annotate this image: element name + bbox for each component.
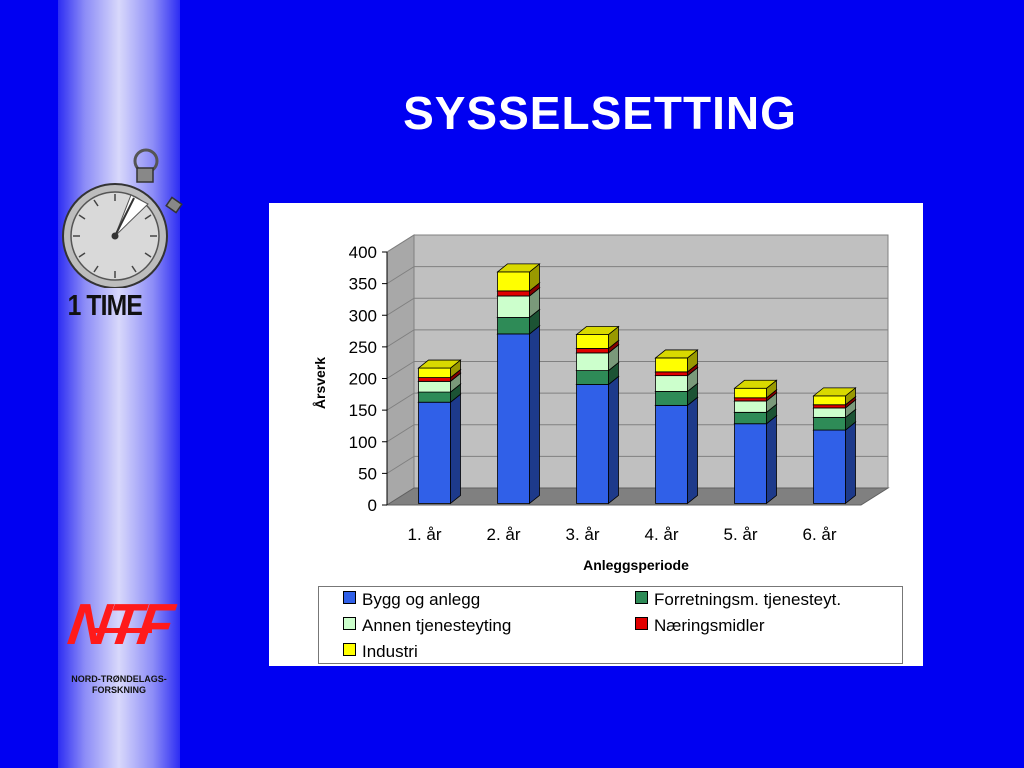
bar-segment-front [813, 416, 846, 431]
legend-label: Forretningsm. tjenesteyt. [654, 590, 842, 609]
legend-swatch [343, 591, 356, 604]
left-decorative-stripe [58, 0, 180, 768]
bar-segment-top [575, 326, 620, 335]
y-tick-label: 200 [349, 370, 377, 389]
bar-segment-side [450, 393, 461, 505]
bar-segment-side [529, 325, 540, 505]
chart-legend: Bygg og anlegg Forretningsm. tjenesteyt. A… [318, 586, 903, 664]
bar-segment-front [655, 375, 688, 392]
x-tick-label: 5. år [723, 525, 757, 544]
bar-segment-front [497, 317, 530, 335]
bar-segment-front [418, 391, 451, 403]
x-tick-label: 4. år [644, 525, 678, 544]
bar-segment-top [812, 387, 857, 397]
bar-segment-top [496, 263, 541, 273]
bar-segment-front [813, 404, 846, 409]
x-tick-label: 3. år [565, 525, 599, 544]
bar-segment-front [655, 371, 688, 377]
bar-segment-top [733, 379, 778, 389]
bar-segment-front [576, 334, 609, 349]
y-tick-label: 100 [349, 433, 377, 452]
x-tick-label: 2. år [486, 525, 520, 544]
gridline-side [386, 392, 415, 411]
legend-label: Næringsmidler [654, 616, 765, 635]
y-axis-title: Årsverk [312, 357, 328, 409]
y-tick-label: 350 [349, 275, 377, 294]
logo-subtitle-line-2: FORSKNING [92, 685, 146, 695]
legend-label: Annen tjenesteyting [362, 616, 512, 635]
gridline-side [386, 424, 415, 443]
y-tick-label: 300 [349, 306, 377, 325]
bar-segment-front [576, 352, 609, 371]
legend-label: Bygg og anlegg [362, 590, 481, 609]
bar-segment-front [655, 357, 688, 373]
x-tick-label: 1. år [407, 525, 441, 544]
legend-swatch [343, 617, 356, 630]
bar-segment-front [418, 380, 451, 393]
bar-segment-side [766, 414, 777, 505]
gridline-side [386, 455, 415, 474]
bar-segment-front [655, 391, 688, 406]
bar-segment-front [813, 429, 846, 504]
legend-swatch [635, 591, 648, 604]
bar-segment-side [687, 396, 698, 505]
bar-segment-side [608, 375, 619, 505]
stopwatch-icon [62, 148, 183, 288]
legend-item: Bygg og anlegg [343, 590, 480, 610]
bar-segment-front [576, 370, 609, 385]
y-tick-label: 400 [349, 243, 377, 262]
bar-segment-front [418, 401, 451, 504]
chart-floor [385, 487, 890, 506]
legend-item: Forretningsm. tjenesteyt. [635, 590, 841, 610]
bar-segment-side [845, 421, 856, 505]
bar-segment-top [417, 359, 462, 369]
y-tick-label: 250 [349, 338, 377, 357]
stacked-bar-chart: 0 50 100 150 200 250 300 350 400 1. år 2. år 3. år 4… [312, 234, 890, 573]
gridline-side [386, 329, 415, 348]
bar-segment-front [576, 348, 609, 354]
gridline-side [386, 361, 415, 379]
bar-segment-front [813, 407, 846, 418]
gridline-side [386, 297, 415, 316]
time-label: 1 TIME [67, 290, 143, 322]
x-tick-label: 6. år [802, 525, 836, 544]
legend-item: Annen tjenesteyting [343, 616, 511, 636]
bar-segment-front [655, 404, 688, 504]
bar-segment-front [734, 397, 767, 402]
ntf-logo: NTF [64, 592, 179, 657]
bar-segment-front [734, 411, 767, 425]
x-axis-title: Anleggsperiode [583, 557, 689, 573]
bar-segment-front [813, 395, 846, 406]
bar-segment-front [418, 367, 451, 378]
bar-segment-front [497, 271, 530, 292]
bar-segment-front [497, 333, 530, 504]
logo-subtitle-line-1: NORD-TRØNDELAGS- [71, 674, 167, 684]
slide-title: SYSSELSETTING [403, 87, 797, 139]
bar-segment-front [576, 384, 609, 504]
y-tick-label: 0 [368, 496, 377, 515]
bar-segment-front [734, 400, 767, 413]
gridline-side [386, 266, 415, 285]
bar-segment-front [497, 295, 530, 318]
bar-segment-front [418, 377, 451, 382]
legend-item: Industri [343, 642, 418, 662]
y-tick-label: 50 [358, 464, 377, 483]
bar-segment-front [497, 290, 530, 297]
bar-segment-front [734, 387, 767, 399]
y-tick-label: 150 [349, 401, 377, 420]
chart-panel: 0 50 100 150 200 250 300 350 400 1. år 2. år 3. år 4… [269, 203, 923, 666]
legend-item: Næringsmidler [635, 616, 765, 636]
bar-segment-front [734, 423, 767, 504]
legend-swatch [635, 617, 648, 630]
legend-swatch [343, 643, 356, 656]
gridline-side [386, 234, 415, 253]
bar-segment-top [654, 349, 699, 359]
logo-subtitle: NORD-TRØNDELAGS- FORSKNING [52, 674, 186, 696]
ntf-logo-text: NTF [64, 592, 179, 657]
legend-label: Industri [362, 642, 418, 661]
